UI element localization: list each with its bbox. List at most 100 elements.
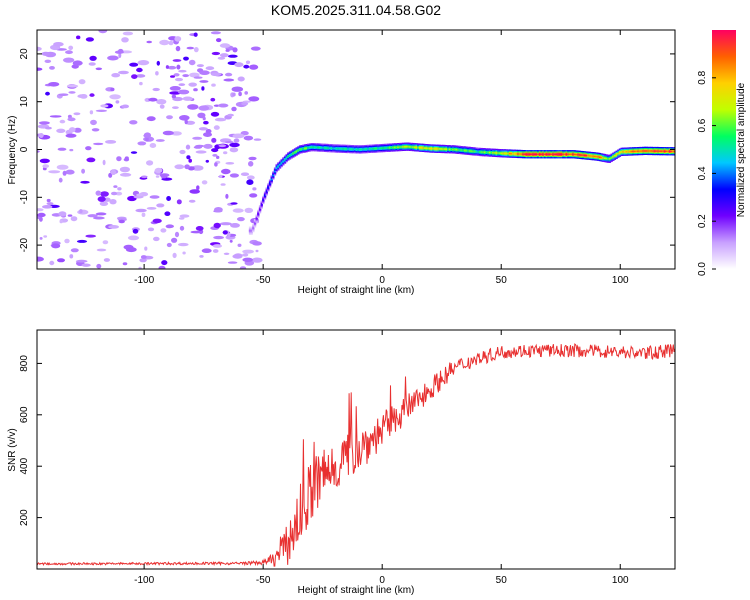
noise-blob [227,232,231,238]
ridge-cell [412,146,415,148]
noise-blob [143,132,151,138]
noise-blob [62,170,67,176]
ridge-cell [458,149,462,151]
ridge-cell [330,147,333,150]
noise-blob [178,242,189,247]
noise-blob [250,46,261,51]
noise-blob [248,161,254,167]
noise-blob [81,263,91,267]
noise-blob [175,77,183,82]
noise-blob [203,120,209,125]
ridge-cell [527,153,530,156]
ridge-cell [418,146,422,149]
ridge-cell [420,147,423,149]
ridge-cell [658,150,662,152]
ridge-cell [480,151,483,153]
snr-panel: -100 -50 0 50 100 200 400 600 800 Height of str… [7,329,676,596]
ridge-cell [372,147,375,150]
noise-blob [219,174,223,178]
ridge-cell [592,155,595,158]
ridge-cell [512,153,515,155]
ridge-cell [542,153,545,156]
noise-blob [89,110,94,115]
ridge-cell [442,148,445,150]
ridge-cell [522,153,525,155]
noise-blob [141,212,146,217]
noise-blob [152,218,162,224]
noise-blob [48,82,60,87]
noise-blob [199,80,209,83]
noise-blob [98,30,108,34]
noise-blob [115,100,120,104]
ridge-cell [557,153,560,156]
noise-blob [117,187,122,191]
noise-blob [141,175,148,179]
noise-blob [49,260,55,266]
ridge-cell [672,150,675,153]
ridge-cell [390,146,393,149]
ridge-cell [472,150,475,153]
ridge-cell [293,151,297,154]
ridge-cell [288,154,292,157]
ridge-cell [525,153,528,156]
noise-blob [45,91,50,96]
ridge-cell [380,147,383,149]
noise-blob [164,211,171,216]
noise-blob [102,240,109,245]
noise-blob [225,193,229,199]
ridge-cell [620,151,623,153]
noise-blob [76,35,81,40]
noise-blob [159,104,165,109]
y-tick-label: 600 [19,406,30,423]
ridge-cell [383,147,387,149]
noise-blob [205,66,215,71]
noise-blob [210,111,220,117]
ridge-cell [400,146,403,148]
noise-blob [242,253,249,257]
ridge-cell [427,147,430,150]
noise-blob [166,242,172,248]
noise-blob [179,214,190,218]
noise-blob [225,162,235,165]
ridge-cell [502,152,505,155]
ridge-cell [335,147,338,150]
noise-blob [178,217,185,220]
ridge-cell [595,155,598,158]
ridge-cell [403,146,407,148]
ridge-cell [643,150,647,152]
noise-blob [239,266,247,269]
noise-blob [179,225,185,231]
ridge-cell [523,153,527,155]
ridge-cell [282,160,285,163]
ridge-cell [505,152,508,155]
ridge-cell [277,165,280,168]
noise-blob [231,86,244,92]
ridge-cell [325,147,328,149]
noise-blob [216,38,222,43]
noise-blob [248,156,257,161]
y-tick-label: 400 [19,457,30,474]
noise-blob [225,72,233,77]
x-tick-label: 0 [379,575,385,586]
noise-blob [237,217,245,222]
ridge-cell [357,148,360,151]
noise-blob [89,93,95,97]
ridge-cell [408,146,412,148]
noise-blob [219,53,229,58]
noise-blob [199,70,210,75]
ridge-cell [375,147,378,150]
ridge-cell [327,147,330,149]
noise-blob [223,151,228,155]
noise-blob [196,185,200,190]
noise-blob [175,45,181,52]
ridge-cell [332,147,335,150]
ridge-cell [520,153,523,155]
noise-blob [129,62,139,67]
ridge-cell [365,148,368,150]
ridge-cell [537,153,540,156]
ridge-cell [407,145,410,148]
noise-blob [46,198,51,203]
noise-blob [75,259,88,263]
ridge-cell [667,150,670,153]
noise-blob [76,239,88,243]
